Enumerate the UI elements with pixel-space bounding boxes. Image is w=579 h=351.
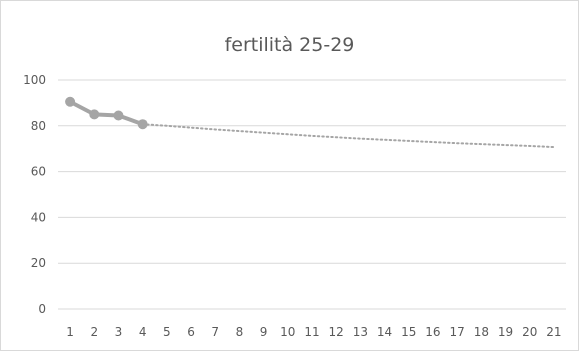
x-tick-label: 12 (329, 325, 344, 339)
x-tick-label: 20 (522, 325, 537, 339)
x-tick-label: 14 (377, 325, 392, 339)
x-tick-label: 4 (139, 325, 147, 339)
gridlines (58, 79, 566, 310)
x-tick-label: 1 (66, 325, 74, 339)
x-tick-label: 10 (280, 325, 295, 339)
y-tick-label: 100 (23, 73, 46, 87)
series-line (69, 99, 144, 127)
series-layer (65, 96, 555, 149)
x-tick-label: 13 (353, 325, 368, 339)
chart-title: fertilità 25-29 (224, 34, 355, 56)
x-tick-label: 17 (450, 325, 465, 339)
x-tick-label: 2 (90, 325, 98, 339)
x-tick-label: 6 (187, 325, 195, 339)
x-axis-ticks: 1 2 3 4 5 6 7 8 9 10 11 12 13 14 15 16 17 18 19 20 21 (66, 325, 561, 339)
x-tick-label: 15 (401, 325, 416, 339)
x-tick-label: 16 (425, 325, 440, 339)
y-tick-label: 0 (38, 302, 46, 316)
data-point (89, 109, 100, 120)
y-tick-label: 60 (31, 165, 46, 179)
x-tick-label: 9 (260, 325, 268, 339)
y-tick-label: 20 (31, 256, 46, 270)
data-point (113, 110, 124, 121)
x-tick-label: 18 (474, 325, 489, 339)
x-tick-label: 3 (115, 325, 123, 339)
y-tick-label: 80 (31, 119, 46, 133)
y-axis-ticks: 0 20 40 60 80 100 (23, 73, 46, 316)
x-tick-label: 7 (211, 325, 219, 339)
x-tick-label: 19 (498, 325, 513, 339)
x-tick-label: 21 (546, 325, 561, 339)
data-point (65, 96, 76, 107)
trend-line (141, 123, 555, 149)
y-tick-label: 40 (31, 210, 46, 224)
x-tick-label: 8 (236, 325, 244, 339)
x-tick-label: 5 (163, 325, 171, 339)
x-tick-label: 11 (304, 325, 319, 339)
